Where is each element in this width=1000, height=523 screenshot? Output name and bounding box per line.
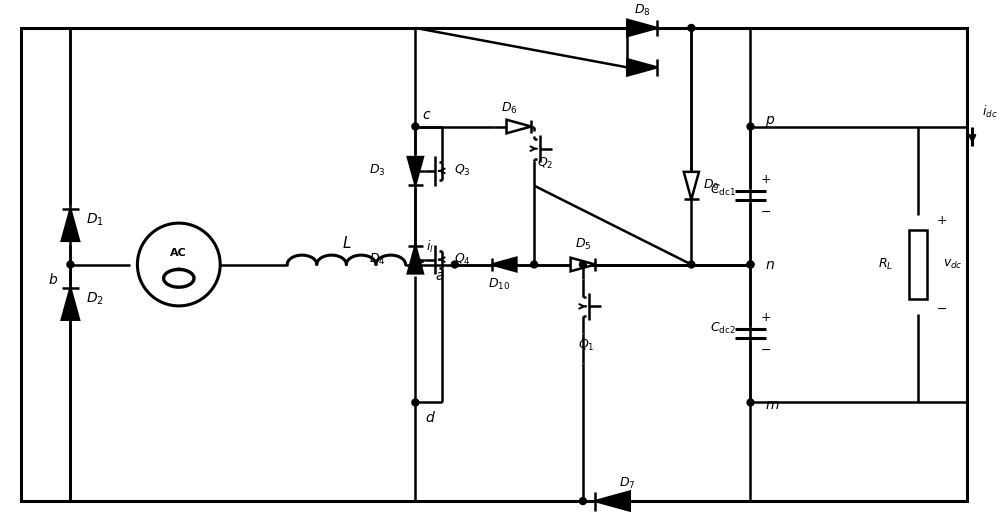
Circle shape [67,261,74,268]
Text: $D_2$: $D_2$ [86,291,104,307]
Text: $D_3$: $D_3$ [369,163,386,178]
Polygon shape [684,172,699,199]
Text: $a$: $a$ [435,269,445,283]
Polygon shape [62,288,79,320]
Text: $D_{10}$: $D_{10}$ [488,277,510,292]
Polygon shape [408,246,423,274]
Text: $d$: $d$ [425,410,436,425]
Text: $i_{dc}$: $i_{dc}$ [982,104,998,120]
Text: $D_4$: $D_4$ [369,252,386,267]
Polygon shape [627,59,657,75]
Text: $C_{\rm dc2}$: $C_{\rm dc2}$ [710,321,736,336]
Text: $p$: $p$ [765,114,775,129]
Text: $D_7$: $D_7$ [619,476,636,491]
Circle shape [137,223,220,306]
Circle shape [688,261,695,268]
Circle shape [747,261,754,268]
Polygon shape [595,492,630,510]
Text: $v_{dc}$: $v_{dc}$ [943,258,962,271]
Polygon shape [507,120,531,133]
Polygon shape [492,258,516,271]
Circle shape [412,399,419,406]
Text: $R_L$: $R_L$ [878,257,893,272]
Bar [909,230,927,299]
Text: $D_8$: $D_8$ [634,3,650,18]
Text: $c$: $c$ [422,108,432,122]
Circle shape [688,25,695,31]
Polygon shape [627,20,657,36]
Polygon shape [571,258,595,271]
Text: $Q_1$: $Q_1$ [578,338,594,353]
Circle shape [412,261,419,268]
Text: $D_9$: $D_9$ [703,178,719,193]
Text: $-$: $-$ [936,302,947,315]
Text: $+$: $+$ [936,214,947,226]
Polygon shape [408,157,423,185]
Circle shape [412,123,419,130]
Text: $L$: $L$ [342,235,351,251]
Text: AC: AC [170,248,187,258]
Circle shape [747,261,754,268]
Circle shape [579,261,586,268]
Circle shape [531,261,538,268]
Text: $+$: $+$ [760,311,772,324]
Text: $m$: $m$ [765,399,780,413]
Circle shape [747,123,754,130]
Text: $Q_2$: $Q_2$ [537,156,553,171]
Text: $+$: $+$ [760,173,772,186]
Text: $-$: $-$ [760,205,771,218]
Circle shape [579,497,586,505]
Polygon shape [62,209,79,241]
Text: $n$: $n$ [765,257,775,271]
Text: $-$: $-$ [760,343,771,356]
Text: $i_l$: $i_l$ [426,238,434,255]
Text: $D_1$: $D_1$ [86,212,104,229]
Text: $Q_4$: $Q_4$ [454,252,471,267]
Circle shape [451,261,458,268]
Circle shape [747,399,754,406]
Text: $C_{\rm dc1}$: $C_{\rm dc1}$ [710,183,736,198]
Text: $D_5$: $D_5$ [575,237,591,252]
Text: $D_6$: $D_6$ [501,101,517,116]
Text: $Q_3$: $Q_3$ [454,163,471,178]
Text: $b$: $b$ [48,272,59,287]
